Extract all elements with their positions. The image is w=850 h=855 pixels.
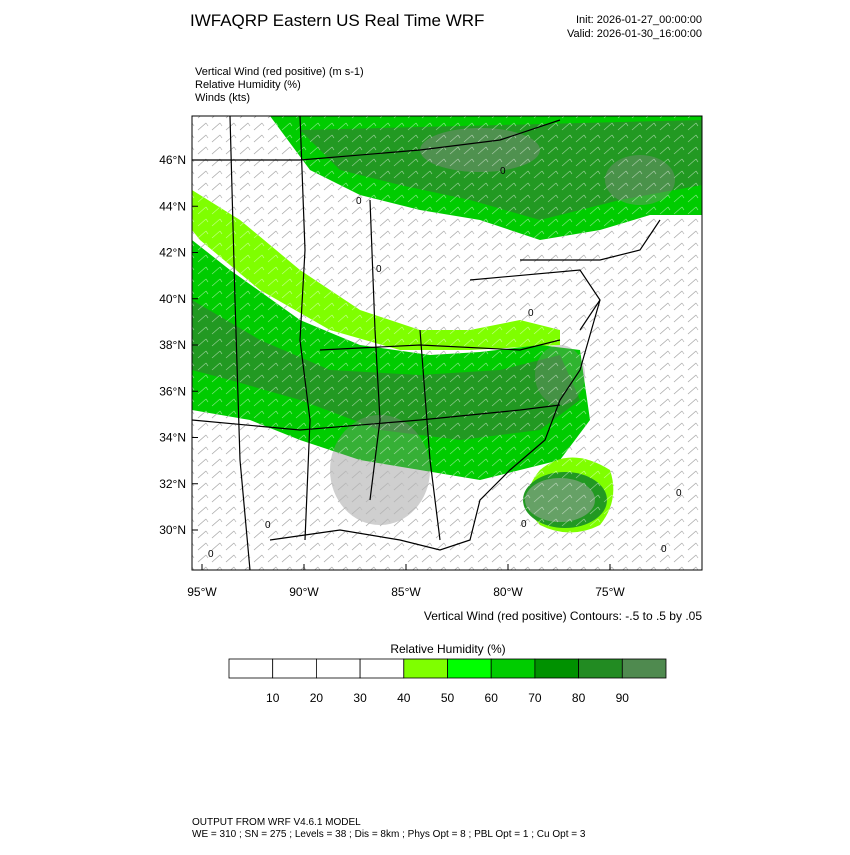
colorbar-box	[359, 658, 405, 679]
lat-labels: 46°N 44°N 42°N 40°N 38°N 36°N 34°N 32°N 30°N	[159, 153, 198, 537]
colorbar-label: 20	[310, 691, 324, 705]
lon-label: 80°W	[493, 585, 523, 599]
field-label: Vertical Wind (red positive) (m s-1)	[195, 66, 364, 78]
contour-label: 0	[521, 519, 527, 530]
contour-note: Vertical Wind (red positive) Contours: -…	[424, 609, 702, 623]
field-label: Relative Humidity (%)	[195, 79, 301, 91]
colorbar-label: 60	[485, 691, 499, 705]
colorbar-box	[403, 658, 448, 679]
colorbar-box	[621, 658, 667, 679]
colorbar-label: 40	[397, 691, 411, 705]
init-time: Init: 2026-01-27_00:00:00	[576, 14, 702, 26]
map-frame	[191, 115, 703, 571]
colorbar-box	[228, 658, 274, 679]
colorbar-box	[534, 658, 580, 679]
lat-label: 40°N	[159, 292, 186, 306]
lon-label: 90°W	[289, 585, 319, 599]
contour-label: 0	[208, 549, 214, 560]
colorbar-label: 80	[572, 691, 586, 705]
lon-label: 75°W	[595, 585, 625, 599]
colorbar-box	[490, 658, 536, 679]
colorbar-label: 50	[441, 691, 455, 705]
contour-labels: 0 0 0 0 0 0 0 0 0	[208, 166, 682, 560]
lat-label: 46°N	[159, 153, 186, 167]
lat-label: 30°N	[159, 523, 186, 537]
colorbar: 10 20 30 40 50 60 70 80 90	[228, 658, 667, 705]
field-label: Winds (kts)	[195, 92, 250, 104]
colorbar-label: 90	[616, 691, 630, 705]
lat-label: 44°N	[159, 199, 186, 213]
lat-label: 32°N	[159, 477, 186, 491]
lat-label: 42°N	[159, 246, 186, 260]
colorbar-label: 30	[353, 691, 367, 705]
valid-time: Valid: 2026-01-30_16:00:00	[567, 28, 702, 40]
colorbar-title: Relative Humidity (%)	[390, 642, 505, 656]
lat-label: 38°N	[159, 338, 186, 352]
colorbar-box	[447, 658, 492, 679]
colorbar-box	[315, 658, 361, 679]
footer-line: OUTPUT FROM WRF V4.6.1 MODEL	[192, 817, 361, 828]
colorbar-box	[272, 658, 317, 679]
contour-label: 0	[661, 544, 667, 555]
contour-label: 0	[676, 488, 682, 499]
contour-label: 0	[500, 166, 506, 177]
lon-labels: 95°W 90°W 85°W 80°W 75°W	[187, 564, 625, 599]
contour-label: 0	[528, 308, 534, 319]
title: IWFAQRP Eastern US Real Time WRF	[190, 11, 484, 30]
lon-label: 85°W	[391, 585, 421, 599]
colorbar-box	[578, 658, 623, 679]
lat-label: 34°N	[159, 431, 186, 445]
map-field: 0 0 0 0 0 0 0 0 0	[192, 116, 702, 570]
contour-label: 0	[265, 520, 271, 531]
lat-label: 36°N	[159, 384, 186, 398]
footer-line: WE = 310 ; SN = 275 ; Levels = 38 ; Dis …	[192, 829, 586, 840]
colorbar-label: 10	[266, 691, 280, 705]
contour-label: 0	[356, 196, 362, 207]
colorbar-label: 70	[528, 691, 542, 705]
contour-label: 0	[376, 264, 382, 275]
lon-label: 95°W	[187, 585, 217, 599]
